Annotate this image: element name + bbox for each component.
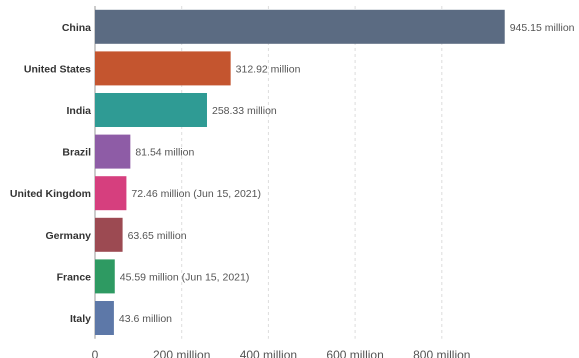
value-label: 945.15 million [510,22,575,34]
bar-india [95,93,207,127]
value-label: 72.46 million (Jun 15, 2021) [131,188,261,200]
value-label: 63.65 million [128,230,187,242]
bar-italy [95,301,114,335]
bar-united-states [95,51,231,86]
category-label: France [57,271,92,283]
x-axis-ticks: 0 200 million 400 million 600 million 800 mi… [92,348,471,358]
category-label: United Kingdom [10,188,91,200]
bar-france [95,259,115,294]
category-label: Brazil [62,147,91,159]
category-label: Germany [45,230,91,242]
value-label: 45.59 million (Jun 15, 2021) [120,271,250,283]
bar-united-kingdom [95,176,127,211]
bar-china [95,9,505,44]
bar-brazil [95,134,131,169]
value-label: 258.33 million [212,105,277,117]
category-label: United States [24,63,91,75]
value-label: 43.6 million [119,313,172,325]
x-tick-label: 800 million [413,348,470,358]
x-tick-label: 600 million [326,348,383,358]
category-label: India [66,105,91,117]
x-tick-label: 400 million [240,348,297,358]
labels: China 945.15 million United States 312.92 m… [10,22,575,325]
value-label: 312.92 million [236,63,301,75]
bar-germany [95,217,123,252]
x-tick-label: 0 [92,348,99,358]
category-label: China [62,22,91,34]
bars [95,9,505,335]
value-label: 81.54 million [135,147,194,159]
x-tick-label: 200 million [153,348,210,358]
category-label: Italy [70,313,91,325]
